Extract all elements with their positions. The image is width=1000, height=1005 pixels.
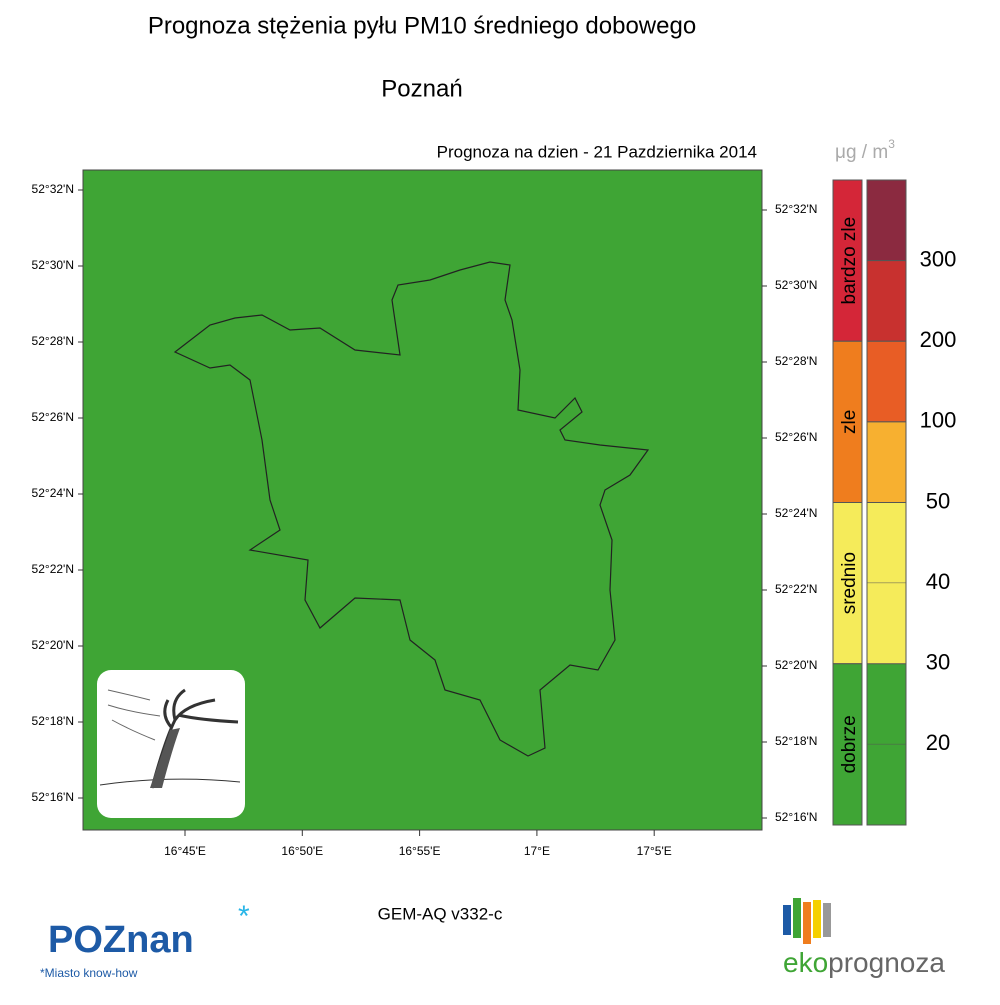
scale-band [866, 179, 907, 262]
lat-label-left: 52°26'N [32, 410, 74, 424]
lat-label-right: 52°22'N [775, 582, 817, 596]
scale-band [866, 340, 907, 423]
lon-label: 16°50'E [281, 844, 323, 858]
lat-label-left: 52°20'N [32, 638, 74, 652]
scale-band [867, 583, 906, 664]
scale-level: 40 [926, 569, 950, 594]
lat-label-left: 52°16'N [32, 790, 74, 804]
scale-level: 200 [920, 327, 957, 352]
lat-label-right: 52°18'N [775, 734, 817, 748]
unit: μg / m3 [835, 137, 895, 163]
poznan-logo: POZnan [48, 919, 194, 961]
lat-label-right: 52°30'N [775, 278, 817, 292]
category-band [832, 340, 863, 503]
category-label: zle [839, 410, 860, 434]
poznan-tagline: *Miasto know-how [40, 966, 138, 980]
category-label: srednio [839, 552, 860, 614]
category-band [832, 179, 863, 342]
lat-label-right: 52°16'N [775, 810, 817, 824]
prognoza: prognoza [828, 947, 945, 978]
unit-exp: 3 [888, 137, 895, 151]
scale-frame [866, 179, 907, 826]
eko-logo: ekoprognoza [783, 947, 945, 978]
lon-label: 16°55'E [399, 844, 441, 858]
category-label: bardzo zle [839, 217, 860, 305]
scale-band [866, 502, 907, 584]
lat-label-left: 52°24'N [32, 486, 74, 500]
scale-level: 100 [920, 408, 957, 433]
lat-label-left: 52°32'N [32, 182, 74, 196]
eko: eko [783, 947, 828, 978]
scale-band [866, 663, 907, 745]
category-band [832, 502, 863, 665]
scale-band [866, 421, 907, 503]
scale-band [867, 744, 906, 825]
lat-label-left: 52°18'N [32, 714, 74, 728]
forecast-date: Prognoza na dzien - 21 Pazdziernika 2014 [437, 142, 757, 161]
lat-label-right: 52°20'N [775, 658, 817, 672]
lat-label-right: 52°26'N [775, 430, 817, 444]
eko-logo-icon [783, 898, 831, 944]
scale-level: 20 [926, 730, 950, 755]
lat-label-right: 52°24'N [775, 506, 817, 520]
lat-label-right: 52°28'N [775, 354, 817, 368]
model-version: GEM-AQ v332-c [378, 904, 503, 923]
category-label: dobrze [839, 715, 860, 773]
lat-label-left: 52°30'N [32, 258, 74, 272]
unit-base: μg / m [835, 142, 888, 163]
lon-label: 17°E [524, 844, 550, 858]
scale-level: 50 [926, 488, 950, 513]
scale-level: 300 [920, 246, 957, 271]
lon-label: 16°45'E [164, 844, 206, 858]
city: Poznań [381, 75, 462, 102]
tree-icon [97, 670, 245, 818]
scale-level: 30 [926, 650, 950, 675]
category-band [832, 663, 863, 826]
lat-label-left: 52°28'N [32, 334, 74, 348]
poznan-star: * [238, 900, 250, 933]
lon-label: 17°5'E [637, 844, 672, 858]
city-boundary [173, 261, 650, 757]
lat-label-left: 52°22'N [32, 562, 74, 576]
scale-band [866, 260, 907, 342]
title: Prognoza stężenia pyłu PM10 średniego do… [148, 12, 696, 39]
lat-label-right: 52°32'N [775, 202, 817, 216]
